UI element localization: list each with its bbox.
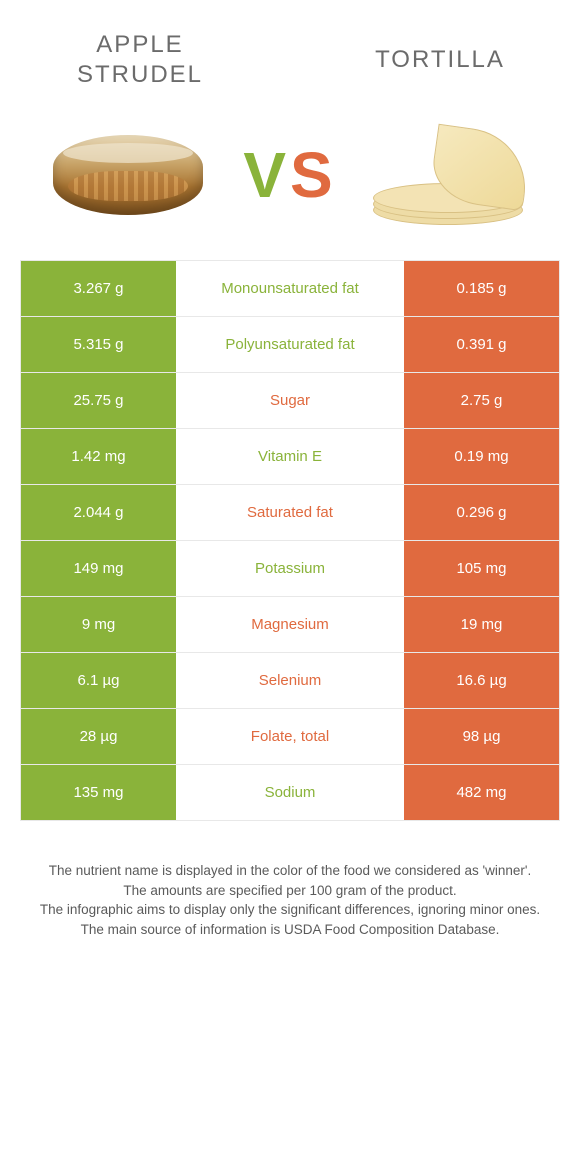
table-row: 135 mgSodium482 mg [21, 765, 559, 821]
table-row: 149 mgPotassium105 mg [21, 541, 559, 597]
table-row: 9 mgMagnesium19 mg [21, 597, 559, 653]
right-value-cell: 0.185 g [404, 261, 559, 316]
table-row: 6.1 µgSelenium16.6 µg [21, 653, 559, 709]
footer-notes: The nutrient name is displayed in the co… [30, 861, 550, 939]
footer-line: The main source of information is USDA F… [30, 920, 550, 940]
nutrient-label-cell: Polyunsaturated fat [176, 317, 404, 372]
nutrient-label-cell: Folate, total [176, 709, 404, 764]
nutrient-label-cell: Magnesium [176, 597, 404, 652]
strudel-icon [53, 135, 203, 215]
table-row: 28 µgFolate, total98 µg [21, 709, 559, 765]
table-row: 5.315 gPolyunsaturated fat0.391 g [21, 317, 559, 373]
nutrient-label-cell: Vitamin E [176, 429, 404, 484]
footer-line: The amounts are specified per 100 gram o… [30, 881, 550, 901]
table-row: 3.267 gMonounsaturated fat0.185 g [21, 261, 559, 317]
left-value-cell: 6.1 µg [21, 653, 176, 708]
right-food-image [365, 110, 540, 240]
left-value-cell: 9 mg [21, 597, 176, 652]
right-value-cell: 0.296 g [404, 485, 559, 540]
tortilla-icon [373, 125, 533, 225]
left-food-title: Apple strudel [40, 30, 240, 90]
nutrient-label-cell: Monounsaturated fat [176, 261, 404, 316]
vs-s: S [290, 139, 337, 211]
right-value-cell: 98 µg [404, 709, 559, 764]
images-row: VS [0, 100, 580, 260]
left-value-cell: 28 µg [21, 709, 176, 764]
right-value-cell: 105 mg [404, 541, 559, 596]
vs-label: VS [243, 143, 336, 207]
left-value-cell: 25.75 g [21, 373, 176, 428]
right-value-cell: 482 mg [404, 765, 559, 820]
vs-v: V [243, 139, 290, 211]
left-value-cell: 3.267 g [21, 261, 176, 316]
right-value-cell: 16.6 µg [404, 653, 559, 708]
header: Apple strudel Tortilla [0, 0, 580, 100]
nutrient-label-cell: Sodium [176, 765, 404, 820]
nutrient-label-cell: Selenium [176, 653, 404, 708]
right-value-cell: 19 mg [404, 597, 559, 652]
left-value-cell: 2.044 g [21, 485, 176, 540]
nutrient-table: 3.267 gMonounsaturated fat0.185 g5.315 g… [20, 260, 560, 821]
nutrient-label-cell: Potassium [176, 541, 404, 596]
right-value-cell: 0.19 mg [404, 429, 559, 484]
right-value-cell: 0.391 g [404, 317, 559, 372]
left-value-cell: 5.315 g [21, 317, 176, 372]
left-value-cell: 135 mg [21, 765, 176, 820]
right-value-cell: 2.75 g [404, 373, 559, 428]
left-value-cell: 1.42 mg [21, 429, 176, 484]
right-food-title: Tortilla [340, 45, 540, 75]
table-row: 2.044 gSaturated fat0.296 g [21, 485, 559, 541]
footer-line: The infographic aims to display only the… [30, 900, 550, 920]
left-food-image [40, 110, 215, 240]
nutrient-label-cell: Saturated fat [176, 485, 404, 540]
table-row: 25.75 gSugar2.75 g [21, 373, 559, 429]
footer-line: The nutrient name is displayed in the co… [30, 861, 550, 881]
nutrient-label-cell: Sugar [176, 373, 404, 428]
table-row: 1.42 mgVitamin E0.19 mg [21, 429, 559, 485]
left-value-cell: 149 mg [21, 541, 176, 596]
